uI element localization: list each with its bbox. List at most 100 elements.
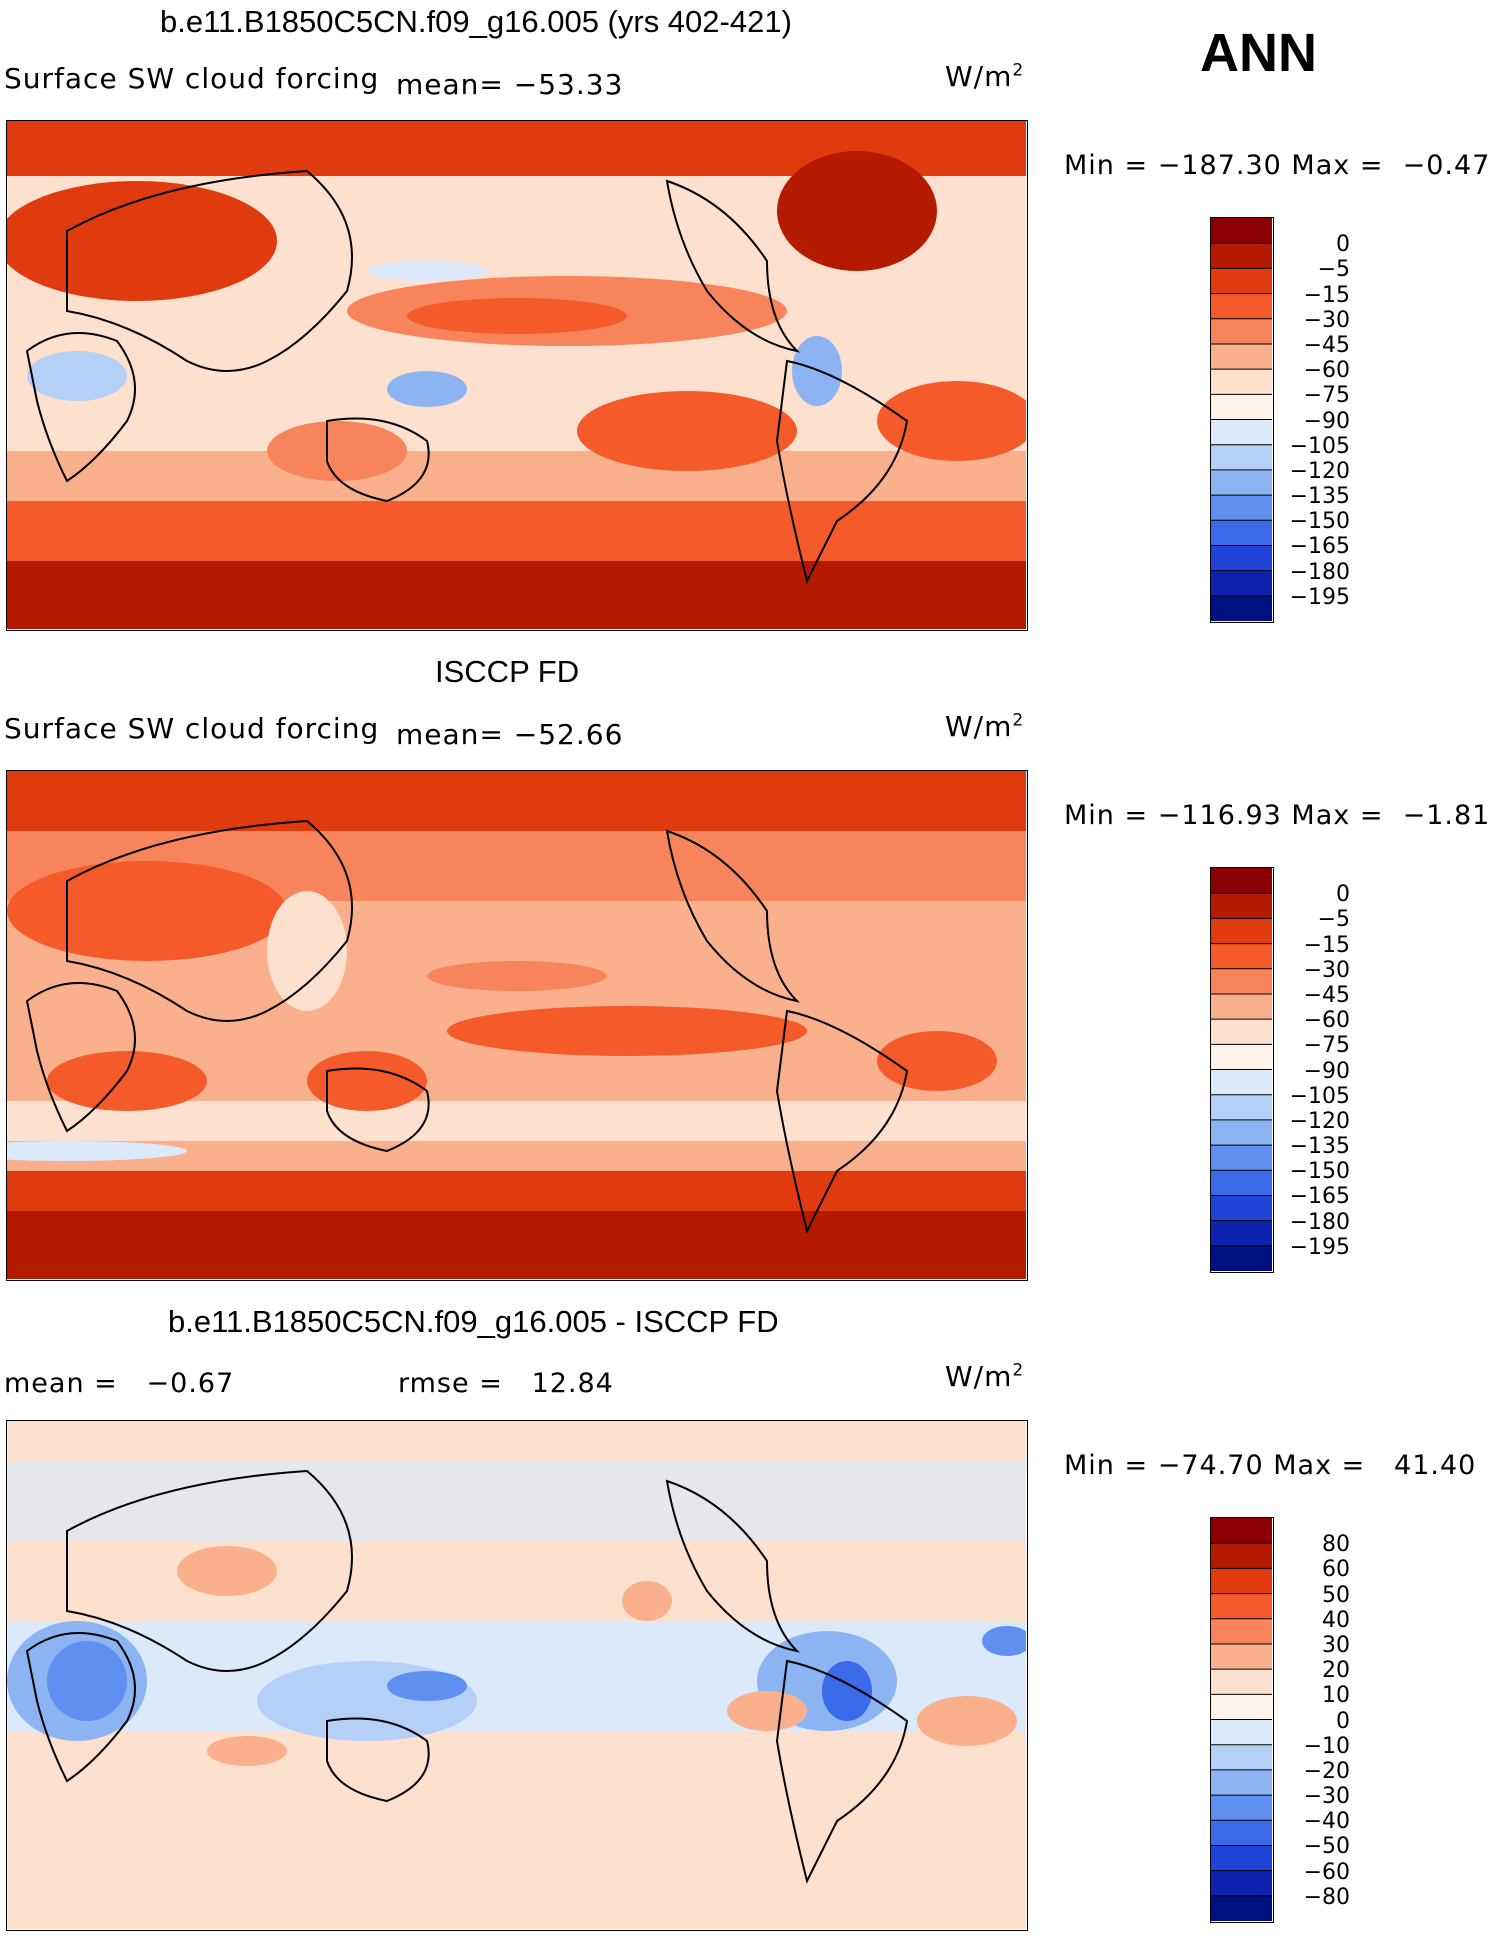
colorbar-swatch [1211,1643,1272,1670]
colorbar-swatch [1211,993,1272,1020]
colorbar-swatch [1211,1543,1272,1569]
colorbar-tick-label: −135 [1289,1134,1350,1160]
panel1-title: b.e11.B1850C5CN.f09_g16.005 (yrs 402-421… [160,4,792,39]
colorbar-swatch [1211,1245,1272,1271]
colorbar-swatch [1211,1518,1272,1544]
colorbar-tick-label: 60 [1322,1557,1350,1583]
panel2-variable-label: Surface SW cloud forcing [4,712,380,745]
panel2-units: W/m2 [945,710,1025,743]
colorbar-swatch [1211,1719,1272,1746]
colorbar-swatch [1211,943,1272,970]
colorbar-swatch [1211,293,1272,320]
colorbar-tick-label: −180 [1289,1209,1350,1235]
colorbar-swatch [1211,1845,1272,1872]
colorbar-swatch [1211,918,1272,945]
colorbar-tick-label: 20 [1322,1658,1350,1684]
colorbar-tick-label: −60 [1303,1859,1350,1885]
colorbar-tick-label: −80 [1303,1884,1350,1910]
colorbar-swatch [1211,868,1272,894]
colorbar-swatch [1211,968,1272,995]
colorbar-swatch [1211,369,1272,395]
colorbar-tick-label: −150 [1289,509,1350,535]
colorbar-tick-label: −120 [1289,1108,1350,1134]
colorbar-tick-label: 0 [1336,1708,1350,1734]
colorbar-swatch [1211,1593,1272,1620]
colorbar-swatch [1211,1694,1272,1720]
colorbar-swatch [1211,469,1272,496]
colorbar-swatch [1211,343,1272,370]
colorbar-swatch [1211,1145,1272,1171]
colorbar-swatch [1211,243,1272,269]
colorbar-swatch [1211,520,1272,546]
panel2-colorbar [1210,867,1274,1273]
colorbar-tick-label: 0 [1336,232,1350,258]
colorbar-swatch [1211,1769,1272,1796]
panel1-mean-label: mean= [396,68,504,101]
panel2-minmax: Min = −116.93 Max = −1.81 [1064,800,1491,831]
colorbar-tick-label: −195 [1289,584,1350,610]
colorbar-swatch [1211,1094,1272,1121]
panel1-units: W/m2 [945,60,1025,93]
colorbar-tick-label: −150 [1289,1159,1350,1185]
colorbar-swatch [1211,1069,1272,1096]
panel2-title: ISCCP FD [435,654,580,689]
colorbar-swatch [1211,1669,1272,1695]
panel3-max-value: 41.40 [1394,1450,1477,1481]
colorbar-tick-label: −15 [1303,282,1350,308]
panel3-rmse: rmse = 12.84 [398,1368,614,1399]
colorbar-tick-label: −30 [1303,1784,1350,1810]
colorbar-tick-label: −180 [1289,559,1350,585]
colorbar-swatch [1211,1044,1272,1070]
colorbar-swatch [1211,545,1272,572]
colorbar-tick-label: −15 [1303,932,1350,958]
colorbar-tick-label: −10 [1303,1733,1350,1759]
colorbar-tick-label: −120 [1289,458,1350,484]
panel1-mean-value: −53.33 [513,68,624,101]
colorbar-tick-label: −20 [1303,1758,1350,1784]
panel2-max-value: −1.81 [1402,800,1491,831]
panel2-mean: mean= −52.66 [396,718,624,751]
colorbar-tick-label: −30 [1303,307,1350,333]
panel1-map [6,120,1028,631]
panel2-map-plot [7,771,1026,1279]
colorbar-tick-label: 80 [1322,1532,1350,1558]
panel3-minmax: Min = −74.70 Max = 41.40 [1064,1450,1477,1481]
panel3-min-value: −74.70 [1157,1450,1264,1481]
colorbar-tick-label: −5 [1317,257,1350,283]
colorbar-swatch [1211,394,1272,420]
colorbar-swatch [1211,1119,1272,1146]
colorbar-swatch [1211,218,1272,244]
colorbar-tick-label: −45 [1303,332,1350,358]
panel3-map [6,1420,1028,1931]
colorbar-tick-label: −105 [1289,433,1350,459]
colorbar-swatch [1211,495,1272,521]
colorbar-swatch [1211,1170,1272,1196]
panel1-colorbar [1210,217,1274,623]
colorbar-tick-label: −105 [1289,1083,1350,1109]
colorbar-tick-label: −5 [1317,907,1350,933]
colorbar-tick-label: −75 [1303,1033,1350,1059]
panel2-mean-value: −52.66 [513,718,624,751]
colorbar-tick-label: −40 [1303,1809,1350,1835]
colorbar-tick-label: 30 [1322,1632,1350,1658]
colorbar-tick-label: −135 [1289,484,1350,510]
panel2-min-value: −116.93 [1157,800,1282,831]
colorbar-swatch [1211,1568,1272,1595]
colorbar-tick-label: −90 [1303,1058,1350,1084]
panel3-title: b.e11.B1850C5CN.f09_g16.005 - ISCCP FD [168,1304,779,1339]
colorbar-tick-label: −195 [1289,1234,1350,1260]
panel1-colorbar-svg [1211,218,1272,621]
colorbar-tick-label: 50 [1322,1582,1350,1608]
colorbar-tick-label: −90 [1303,408,1350,434]
colorbar-swatch [1211,570,1272,597]
panel3-map-plot [7,1421,1026,1929]
colorbar-swatch [1211,1195,1272,1222]
colorbar-tick-label: 40 [1322,1607,1350,1633]
colorbar-tick-label: −165 [1289,534,1350,560]
colorbar-tick-label: −50 [1303,1834,1350,1860]
panel3-mean: mean = −0.67 [4,1368,235,1399]
colorbar-tick-label: −60 [1303,1008,1350,1034]
panel1-mean: mean= −53.33 [396,68,623,101]
panel2-colorbar-svg [1211,868,1272,1271]
colorbar-tick-label: 10 [1322,1683,1350,1709]
